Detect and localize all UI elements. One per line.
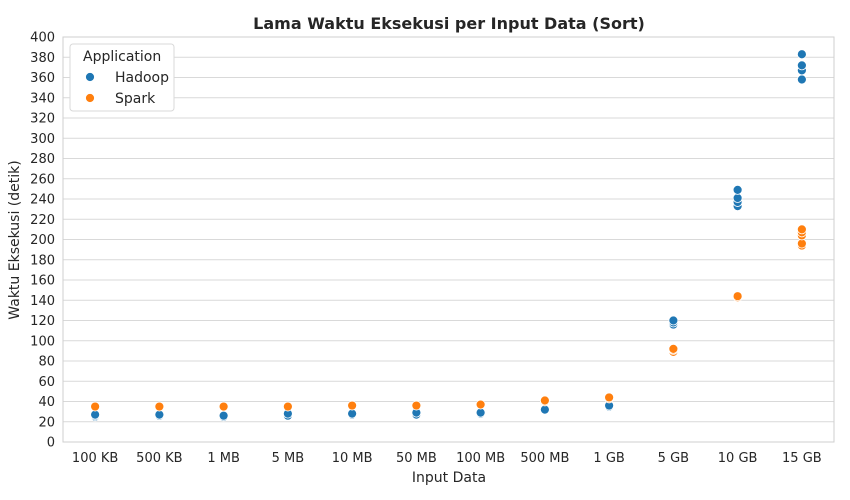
y-tick-label: 220: [30, 213, 55, 228]
y-tick-label: 100: [30, 334, 55, 349]
hadoop-point: [732, 193, 743, 203]
spark-point: [282, 401, 293, 412]
hadoop-point: [796, 49, 807, 60]
x-tick-label: 1 GB: [593, 451, 624, 466]
legend-title: Application: [83, 49, 161, 65]
x-axis-label: Input Data: [412, 470, 486, 486]
x-tick-label: 15 GB: [782, 451, 822, 466]
y-tick-label: 120: [30, 314, 55, 329]
spark-point: [347, 400, 358, 411]
hadoop-point: [732, 184, 743, 195]
y-tick-label: 0: [47, 436, 55, 451]
hadoop-point: [796, 60, 807, 71]
legend-marker-hadoop: [85, 72, 95, 82]
hadoop-point: [347, 408, 358, 419]
spark-point: [668, 343, 679, 354]
y-tick-label: 400: [30, 31, 55, 46]
y-tick-label: 180: [30, 253, 55, 268]
spark-point: [218, 401, 229, 412]
spark-point: [154, 401, 165, 412]
hadoop-point: [154, 409, 165, 420]
y-tick-label: 320: [30, 112, 55, 127]
spark-point: [475, 399, 486, 410]
hadoop-point: [539, 404, 550, 415]
y-tick-label: 60: [38, 375, 55, 390]
y-tick-label: 340: [30, 91, 55, 106]
spark-point: [732, 291, 743, 302]
x-tick-label: 10 MB: [332, 451, 373, 466]
spark-point: [411, 400, 422, 411]
y-tick-label: 240: [30, 193, 55, 208]
legend-label-hadoop: Hadoop: [115, 70, 169, 86]
y-tick-label: 280: [30, 152, 55, 167]
x-tick-label: 100 KB: [72, 451, 118, 466]
spark-point: [796, 224, 807, 235]
y-tick-label: 80: [38, 355, 55, 370]
y-tick-label: 260: [30, 172, 55, 187]
x-axis: 100 KB 500 KB 1 MB 5 MB 10 MB 50 MB 100 MB 500 …: [72, 451, 822, 466]
hadoop-point: [668, 315, 679, 326]
spark-point: [796, 238, 807, 249]
legend: Application Hadoop Spark: [69, 43, 175, 112]
hadoop-point: [475, 407, 486, 418]
legend-box: [69, 43, 175, 112]
y-tick-label: 20: [38, 415, 55, 430]
hadoop-point: [90, 409, 101, 420]
y-tick-label: 360: [30, 71, 55, 86]
legend-marker-spark: [85, 93, 95, 103]
spark-point: [539, 395, 550, 406]
legend-label-spark: Spark: [115, 91, 156, 107]
y-axis-label: Waktu Eksekusi (detik): [7, 160, 23, 319]
plot-area: [62, 36, 835, 443]
y-tick-label: 200: [30, 233, 55, 248]
y-tick-label: 380: [30, 51, 55, 66]
x-tick-label: 1 MB: [207, 451, 240, 466]
chart-title: Lama Waktu Eksekusi per Input Data (Sort…: [253, 14, 645, 33]
x-tick-label: 10 GB: [718, 451, 758, 466]
spark-point: [604, 392, 615, 403]
x-tick-label: 50 MB: [396, 451, 437, 466]
hadoop-point: [796, 74, 807, 85]
hadoop-point: [218, 410, 229, 421]
y-axis: 0 20 40 60 80 100 120 140 160 180 200 220 240 260 280 3…: [30, 31, 55, 451]
y-tick-label: 40: [38, 395, 55, 410]
x-tick-label: 5 GB: [658, 451, 689, 466]
y-tick-label: 300: [30, 132, 55, 147]
x-tick-label: 100 MB: [456, 451, 505, 466]
x-tick-label: 500 MB: [520, 451, 569, 466]
x-tick-label: 500 KB: [136, 451, 182, 466]
x-tick-label: 5 MB: [272, 451, 305, 466]
y-tick-label: 140: [30, 294, 55, 309]
data-points: [90, 49, 807, 422]
y-tick-label: 160: [30, 274, 55, 289]
spark-point: [90, 401, 101, 412]
grid: [63, 36, 834, 443]
